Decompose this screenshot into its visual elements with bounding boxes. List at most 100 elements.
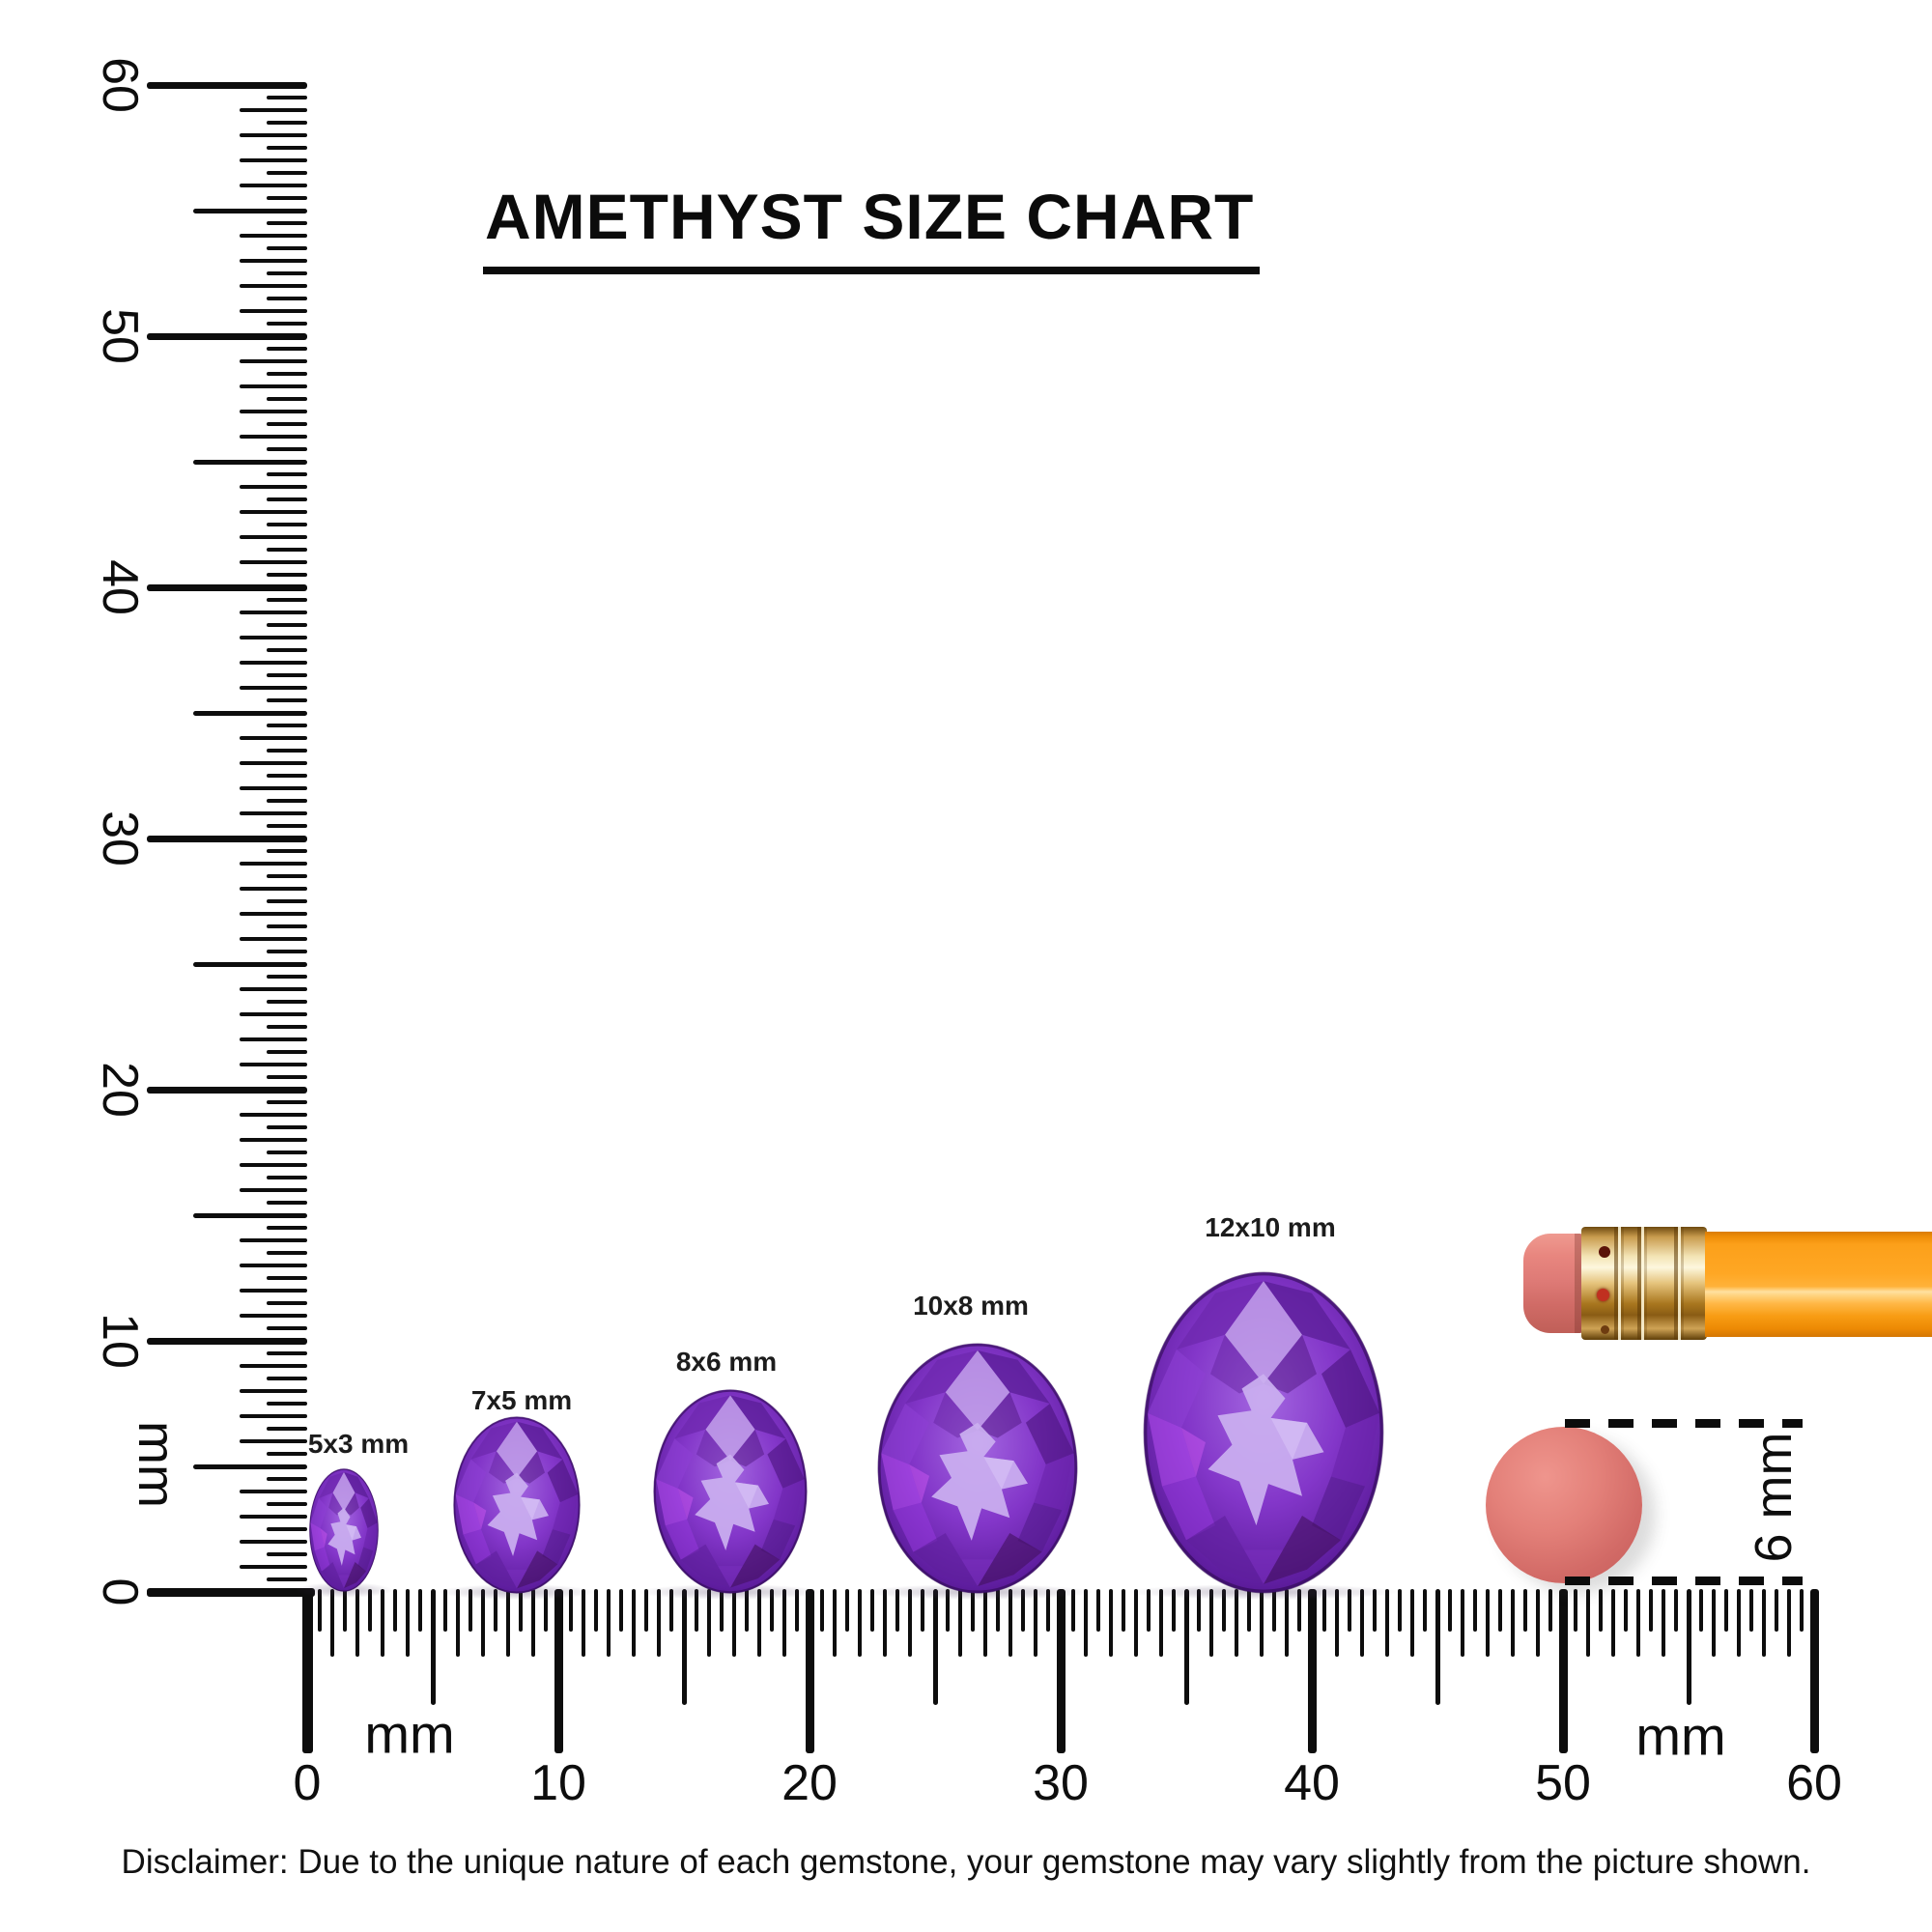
ruler-tick xyxy=(240,1314,307,1318)
ruler-tick xyxy=(267,1125,307,1129)
ruler-tick xyxy=(240,1490,307,1493)
ruler-tick xyxy=(318,1589,322,1632)
ruler-tick xyxy=(1360,1589,1364,1657)
ruler-tick xyxy=(193,1463,307,1469)
ruler-tick xyxy=(1260,1589,1264,1657)
gem-size-label: 12x10 mm xyxy=(1205,1212,1336,1242)
ruler-tick xyxy=(267,246,307,250)
ruler-tick xyxy=(1787,1589,1791,1657)
ruler-tick xyxy=(1172,1589,1176,1632)
ruler-tick xyxy=(456,1589,460,1657)
ruler-tick xyxy=(267,1201,307,1205)
ruler-tick xyxy=(1800,1589,1804,1632)
ruler-tick xyxy=(240,485,307,489)
ruler-tick xyxy=(1724,1589,1728,1632)
ruler-tick xyxy=(240,1565,307,1569)
ruler-tick xyxy=(494,1589,497,1632)
ruler-tick xyxy=(240,937,307,941)
vertical-ruler-number: 10 xyxy=(92,1313,148,1369)
ruler-tick xyxy=(1122,1589,1125,1632)
ruler-tick xyxy=(1558,1589,1568,1753)
pencil-body xyxy=(1705,1232,1932,1337)
ferrule-rivet-dot xyxy=(1597,1289,1609,1301)
horizontal-ruler-number: 0 xyxy=(293,1755,322,1811)
amethyst-gem-8x6mm xyxy=(652,1388,809,1595)
ruler-tick xyxy=(782,1589,786,1657)
vertical-ruler-number: 40 xyxy=(92,559,148,615)
ruler-tick xyxy=(240,1439,307,1443)
ruler-tick xyxy=(1762,1589,1766,1657)
ruler-tick xyxy=(1435,1589,1440,1705)
ruler-tick xyxy=(531,1589,535,1657)
ruler-tick xyxy=(240,1414,307,1418)
gem-size-label: 5x3 mm xyxy=(307,1429,410,1459)
ruler-tick xyxy=(240,158,307,162)
ruler-tick xyxy=(193,1212,307,1218)
amethyst-gem-12x10mm xyxy=(1142,1270,1385,1595)
ruler-tick xyxy=(368,1589,372,1632)
ruler-tick xyxy=(240,686,307,690)
ruler-tick xyxy=(267,1075,307,1079)
ruler-tick xyxy=(267,975,307,979)
ruler-tick xyxy=(240,359,307,363)
ferrule-crimp xyxy=(1674,1227,1684,1340)
ruler-tick xyxy=(267,1276,307,1280)
ruler-tick xyxy=(267,1301,307,1305)
ruler-tick xyxy=(1109,1589,1113,1657)
horizontal-ruler-unit-label-left: mm xyxy=(364,1703,455,1765)
ruler-tick xyxy=(858,1589,862,1657)
ruler-tick xyxy=(607,1589,611,1657)
ruler-tick xyxy=(267,749,307,753)
ruler-tick xyxy=(240,1138,307,1142)
ruler-tick xyxy=(1183,1589,1189,1705)
ruler-tick xyxy=(240,1540,307,1544)
ruler-tick xyxy=(267,598,307,602)
ruler-tick xyxy=(147,583,307,591)
ruler-tick xyxy=(430,1589,436,1705)
ruler-tick xyxy=(418,1589,422,1632)
ruler-tick xyxy=(1159,1589,1163,1657)
ruler-tick xyxy=(240,535,307,539)
ruler-tick xyxy=(1134,1589,1138,1657)
ruler-tick xyxy=(267,1377,307,1380)
ruler-tick xyxy=(1548,1589,1552,1632)
ruler-tick xyxy=(1686,1589,1691,1705)
ruler-tick xyxy=(1712,1589,1716,1657)
ruler-tick xyxy=(267,1502,307,1506)
ruler-tick xyxy=(240,912,307,916)
ruler-tick xyxy=(267,1402,307,1406)
ruler-tick xyxy=(1034,1589,1037,1657)
ruler-tick xyxy=(267,799,307,803)
ruler-tick xyxy=(1297,1589,1301,1632)
ruler-tick xyxy=(267,648,307,652)
ruler-tick xyxy=(240,636,307,639)
vertical-ruler-number: 50 xyxy=(92,308,148,364)
ruler-tick xyxy=(240,987,307,991)
ruler-tick xyxy=(393,1589,397,1632)
ruler-tick xyxy=(240,1264,307,1267)
ruler-tick xyxy=(267,924,307,928)
ruler-tick xyxy=(193,459,307,465)
ruler-tick xyxy=(1071,1589,1075,1632)
ruler-tick xyxy=(720,1589,724,1632)
ruler-tick xyxy=(619,1589,623,1632)
measurement-dashed-line-top xyxy=(1565,1419,1803,1428)
ferrule-rivet-dot xyxy=(1601,1325,1609,1334)
pencil-ferrule xyxy=(1581,1227,1707,1340)
ruler-tick xyxy=(996,1589,1000,1632)
ruler-tick xyxy=(267,472,307,476)
ruler-tick xyxy=(147,835,307,842)
measurement-dashed-line-bottom xyxy=(1565,1577,1803,1585)
ruler-tick xyxy=(267,874,307,878)
gem-size-label: 7x5 mm xyxy=(470,1385,573,1415)
ruler-tick xyxy=(958,1589,962,1657)
horizontal-ruler-number: 60 xyxy=(1786,1755,1842,1811)
ruler-tick xyxy=(883,1589,887,1657)
ruler-tick xyxy=(240,1515,307,1519)
ruler-tick xyxy=(240,108,307,112)
vertical-ruler-number: 0 xyxy=(92,1577,148,1606)
ruler-tick xyxy=(267,297,307,300)
vertical-ruler-number: 20 xyxy=(92,1062,148,1118)
ruler-tick xyxy=(267,146,307,150)
ruler-tick xyxy=(267,372,307,376)
